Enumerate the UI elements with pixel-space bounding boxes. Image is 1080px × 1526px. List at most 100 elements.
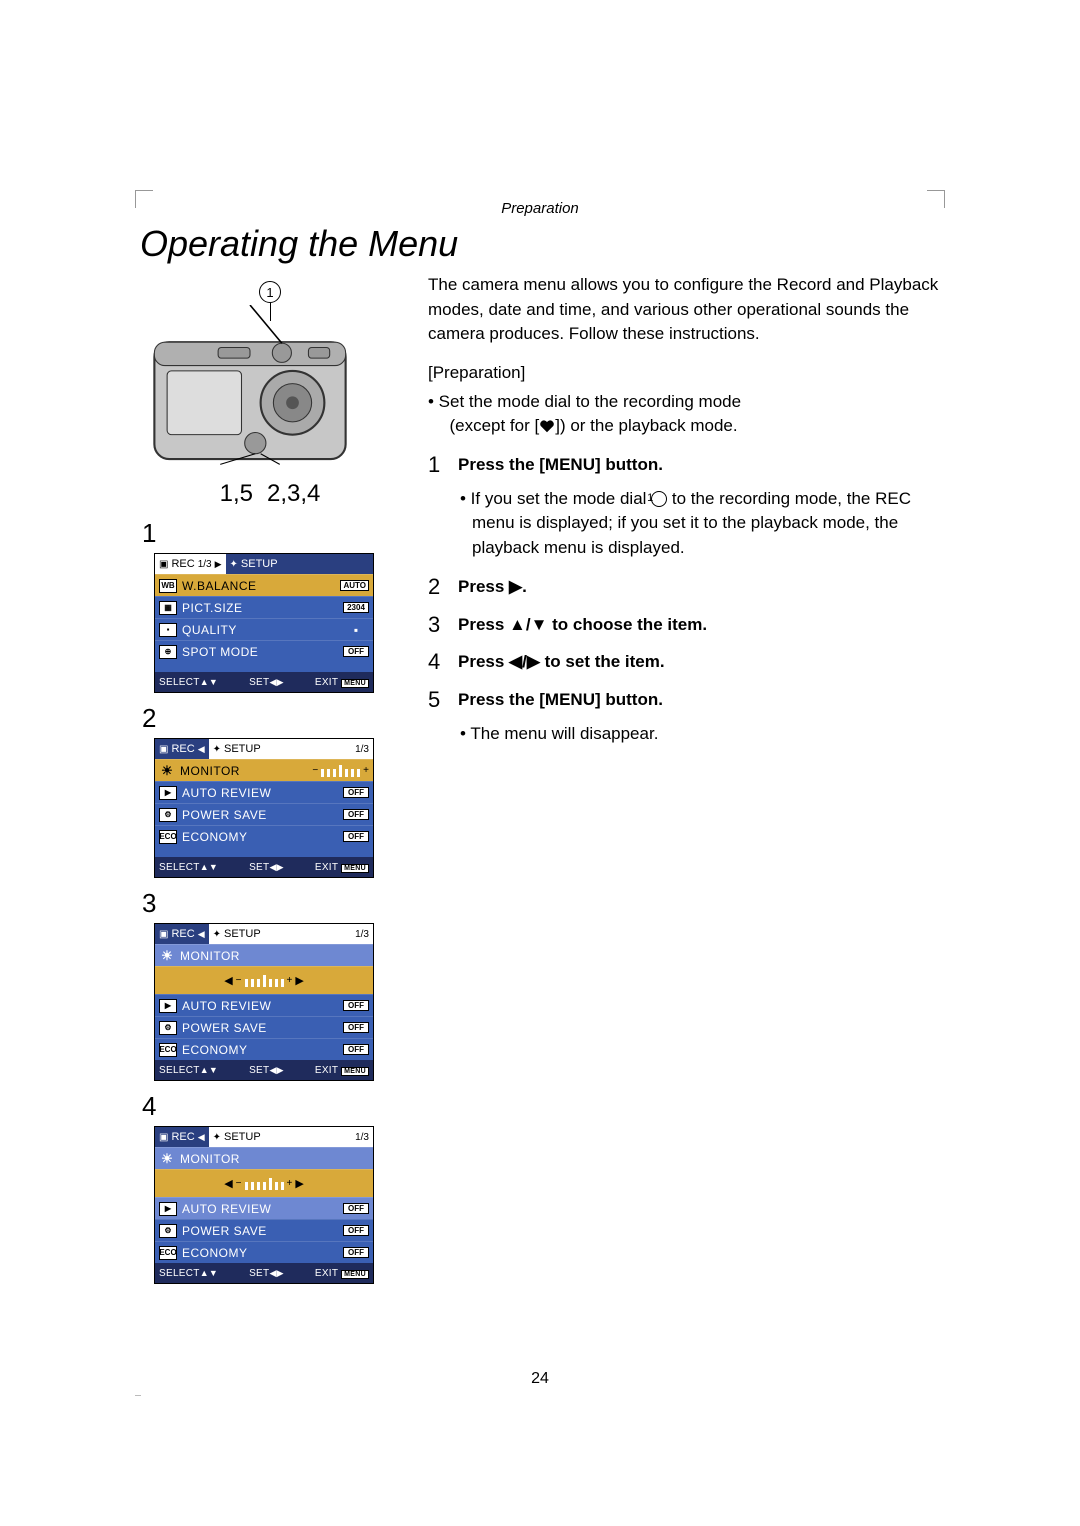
row-icon: ☀ <box>159 764 175 778</box>
row-label: POWER SAVE <box>182 1224 338 1238</box>
panel-step-num: 3 <box>142 888 400 919</box>
step-sub-bullet: • If you set the mode dial 1 to the reco… <box>428 487 940 561</box>
step-sub-bullet: • The menu will disappear. <box>428 722 940 747</box>
menu-slider-row[interactable]: ◀ − + ▶ <box>155 966 373 994</box>
row-label: ECONOMY <box>182 1043 338 1057</box>
tab-rec[interactable]: ▣ REC ◀ <box>155 1127 209 1147</box>
row-icon: ▪ <box>159 623 177 637</box>
menu-row[interactable]: ☀ MONITOR <box>155 1147 373 1169</box>
camera-illustration: 1 1,5 2,3,4 <box>140 281 400 508</box>
menu-row[interactable]: ☀ MONITOR <box>155 944 373 966</box>
wrench-icon: ✦ <box>230 559 238 570</box>
menu-row[interactable]: ECOECONOMYOFF <box>155 1241 373 1263</box>
menu-row[interactable]: ▶AUTO REVIEWOFF <box>155 1197 373 1219</box>
tab-setup[interactable]: ✦ SETUP1/3 <box>209 1127 373 1147</box>
menu-slider-row[interactable]: ◀ − + ▶ <box>155 1169 373 1197</box>
menu-row[interactable]: ⚙ POWER SAVE OFF <box>155 1219 373 1241</box>
tab-rec[interactable]: ▣ REC1/3 ▶ <box>155 554 226 574</box>
row-label: POWER SAVE <box>182 808 338 822</box>
row-value: OFF <box>343 646 369 657</box>
menu-row[interactable]: ▶ AUTO REVIEW OFF <box>155 781 373 803</box>
menu-row[interactable]: ⚙ POWER SAVE OFF <box>155 803 373 825</box>
row-icon: ⚙ <box>159 1224 177 1238</box>
row-label: SPOT MODE <box>182 645 338 659</box>
row-label: QUALITY <box>182 623 338 637</box>
prep-heading: [Preparation] <box>428 361 940 386</box>
row-value: AUTO <box>340 580 369 591</box>
menu-row[interactable]: ECOECONOMYOFF <box>155 825 373 847</box>
camera-icon: ▣ <box>159 744 168 755</box>
row-icon: ▶ <box>159 786 177 800</box>
row-icon: ☀ <box>159 949 175 963</box>
row-icon: ☀ <box>159 1152 175 1166</box>
menu-row[interactable]: ⊕ SPOT MODE OFF <box>155 640 373 662</box>
row-label: MONITOR <box>180 949 369 963</box>
row-icon: ECO <box>159 1246 177 1260</box>
prep-bullet: • Set the mode dial to the recording mod… <box>428 390 940 439</box>
panel-step-num: 4 <box>142 1091 400 1122</box>
row-value: OFF <box>343 1022 369 1033</box>
menu-panel: ▣ REC1/3 ▶ ✦ SETUP WB W.BALANCE AUTO ▦PICT.… <box>154 553 374 693</box>
menu-row[interactable]: ▶ AUTO REVIEW OFF <box>155 994 373 1016</box>
menu-panel: ▣ REC ◀ ✦ SETUP1/3 ☀ MONITOR ◀ − + ▶ ▶ AUTO… <box>154 1126 374 1284</box>
menu-row[interactable]: ☀MONITOR − + <box>155 759 373 781</box>
callout-number: 1 <box>259 281 281 303</box>
menu-row[interactable]: ▦PICT.SIZE2304 <box>155 596 373 618</box>
menu-footer: SELECT▲▼ SET◀▶ EXIT MENU <box>155 1263 373 1283</box>
section-label: Preparation <box>140 200 940 217</box>
row-label: MONITOR <box>180 1152 369 1166</box>
camera-icon <box>140 305 360 475</box>
row-icon: ⊕ <box>159 645 177 659</box>
row-value: OFF <box>343 1225 369 1236</box>
step-refs: 1,5 2,3,4 <box>140 480 400 508</box>
row-label: PICT.SIZE <box>182 601 338 615</box>
row-label: AUTO REVIEW <box>182 1202 338 1216</box>
instruction-step: 1Press the [MENU] button. <box>428 449 940 481</box>
menu-footer: SELECT▲▼ SET◀▶ EXIT MENU <box>155 857 373 877</box>
row-label: MONITOR <box>180 764 307 778</box>
camera-icon: ▣ <box>159 1132 168 1143</box>
row-value: OFF <box>343 1044 369 1055</box>
tab-setup[interactable]: ✦ SETUP1/3 <box>209 739 373 759</box>
tab-rec[interactable]: ▣ REC ◀ <box>155 924 209 944</box>
wrench-icon: ✦ <box>213 744 221 755</box>
row-icon: ⚙ <box>159 1021 177 1035</box>
menu-panel: ▣ REC ◀ ✦ SETUP1/3 ☀MONITOR − + ▶AUTO RE… <box>154 738 374 878</box>
menu-row[interactable]: ⚙ POWER SAVE OFF <box>155 1016 373 1038</box>
camera-icon: ▣ <box>159 559 168 570</box>
row-label: AUTO REVIEW <box>182 999 338 1013</box>
right-column: The camera menu allows you to configure … <box>428 273 940 1284</box>
tab-setup[interactable]: ✦ SETUP1/3 <box>209 924 373 944</box>
page-title: Operating the Menu <box>140 223 940 265</box>
row-label: AUTO REVIEW <box>182 786 338 800</box>
instruction-step: 4Press ◀/▶ to set the item. <box>428 646 940 678</box>
row-icon: ECO <box>159 1043 177 1057</box>
instruction-step: 5Press the [MENU] button. <box>428 684 940 716</box>
menu-row[interactable]: ECO ECONOMY OFF <box>155 1038 373 1060</box>
tab-setup[interactable]: ✦ SETUP <box>226 554 373 574</box>
wrench-icon: ✦ <box>213 929 221 940</box>
menu-row[interactable]: ▪ QUALITY ▪ <box>155 618 373 640</box>
tab-rec[interactable]: ▣ REC ◀ <box>155 739 209 759</box>
left-column: 1 1,5 2,3,4 <box>140 273 400 1284</box>
row-label: ECONOMY <box>182 830 338 844</box>
page-number: 24 <box>0 1370 1080 1388</box>
row-value: OFF <box>343 809 369 820</box>
intro-text: The camera menu allows you to configure … <box>428 273 940 347</box>
row-icon: ⚙ <box>159 808 177 822</box>
row-value: OFF <box>343 787 369 798</box>
menu-row[interactable]: WB W.BALANCE AUTO <box>155 574 373 596</box>
row-value: ▪ <box>343 623 369 637</box>
menu-footer: SELECT▲▼ SET◀▶ EXIT MENU <box>155 672 373 692</box>
instruction-step: 2Press ▶. <box>428 571 940 603</box>
panel-step-num: 1 <box>142 518 400 549</box>
row-icon: ▶ <box>159 999 177 1013</box>
row-label: W.BALANCE <box>182 579 335 593</box>
row-label: POWER SAVE <box>182 1021 338 1035</box>
wrench-icon: ✦ <box>213 1132 221 1143</box>
row-value: OFF <box>343 1000 369 1011</box>
crop-mark <box>135 190 153 208</box>
row-value: OFF <box>343 1247 369 1258</box>
row-icon: WB <box>159 579 177 593</box>
row-icon: ▶ <box>159 1202 177 1216</box>
